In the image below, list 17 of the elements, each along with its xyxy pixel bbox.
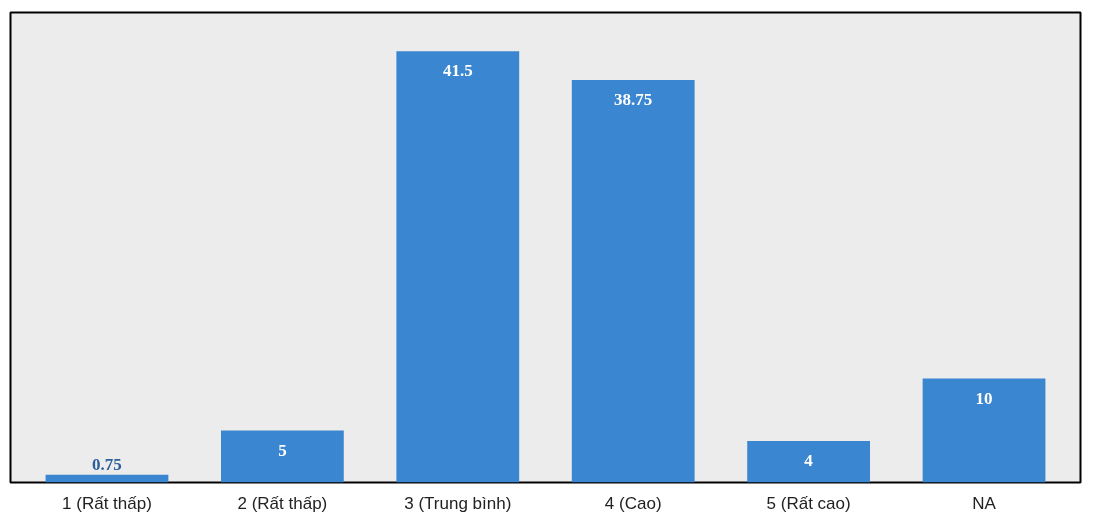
bar <box>747 440 871 483</box>
x-tick-label: 1 (Rất thấp) <box>62 493 152 513</box>
data-label: 41.5 <box>442 61 473 81</box>
x-tick-label: 5 (Rất cao) <box>766 493 851 513</box>
data-label: 38.75 <box>614 89 653 109</box>
data-label: 10 <box>975 388 993 408</box>
bar <box>220 430 344 483</box>
x-tick-label: 4 (Cao) <box>604 493 662 513</box>
bar <box>396 51 520 483</box>
bar <box>922 378 1046 483</box>
x-tick-label: 2 (Rất thấp) <box>237 493 328 513</box>
x-tick-label: 3 (Trung bình) <box>404 493 512 513</box>
data-label: 5 <box>278 440 287 460</box>
bar <box>571 79 695 483</box>
data-label: 4 <box>804 450 814 470</box>
x-tick-label: NA <box>972 493 997 513</box>
data-label: 0.75 <box>92 454 122 474</box>
